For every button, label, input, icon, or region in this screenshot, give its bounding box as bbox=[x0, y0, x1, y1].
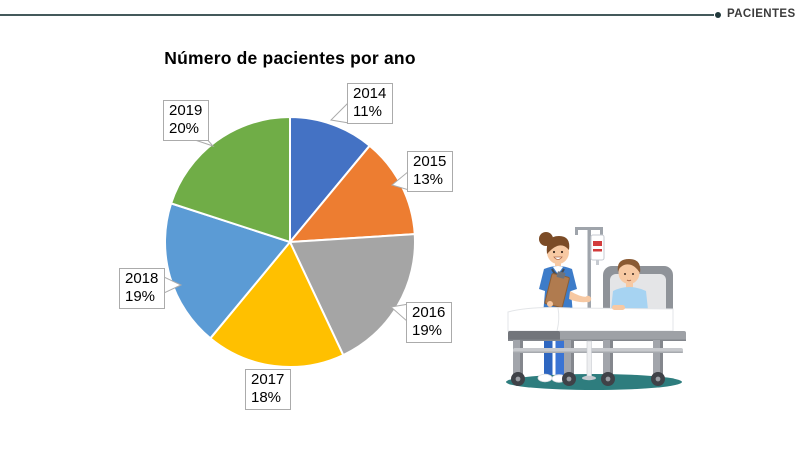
pie-slice-2014 bbox=[289, 116, 371, 243]
bullet-icon bbox=[715, 12, 721, 18]
callout-2016: 2016 19% bbox=[406, 302, 452, 343]
patient-shirt bbox=[611, 287, 648, 310]
callout-2017: 2017 18% bbox=[245, 369, 291, 410]
callout-percent: 19% bbox=[412, 322, 443, 339]
iv-pole bbox=[575, 227, 603, 379]
callout-2019: 2019 20% bbox=[163, 100, 209, 141]
callout-2014: 2014 11% bbox=[347, 83, 393, 124]
callout-pointers bbox=[163, 100, 410, 324]
bed-wheels bbox=[511, 372, 665, 386]
nurse-patient-illustration bbox=[506, 227, 686, 390]
iv-bag bbox=[590, 234, 605, 265]
callout-percent: 20% bbox=[169, 120, 200, 137]
chart-title: Número de pacientes por ano bbox=[164, 48, 416, 68]
callout-percent: 18% bbox=[251, 389, 282, 406]
callout-year: 2019 bbox=[169, 102, 203, 119]
nurse bbox=[537, 232, 592, 383]
callout-percent: 13% bbox=[413, 171, 444, 188]
header-label: PACIENTES bbox=[727, 8, 796, 20]
callout-year: 2014 bbox=[353, 85, 387, 102]
callout-year: 2017 bbox=[251, 371, 285, 388]
callout-year: 2018 bbox=[125, 270, 159, 287]
pie-slice-2018 bbox=[164, 202, 291, 340]
patient bbox=[611, 259, 648, 310]
pie-slice-2017 bbox=[209, 241, 345, 368]
callout-year: 2015 bbox=[413, 153, 447, 170]
header-divider-line bbox=[0, 14, 714, 16]
pie-slice-2019 bbox=[170, 116, 291, 243]
callout-percent: 19% bbox=[125, 288, 156, 305]
clipboard bbox=[544, 271, 570, 308]
blanket bbox=[507, 307, 674, 332]
callout-2018: 2018 19% bbox=[119, 268, 165, 309]
pie-slices-group bbox=[164, 116, 416, 368]
callout-year: 2016 bbox=[412, 304, 446, 321]
callout-percent: 11% bbox=[353, 103, 382, 120]
hospital-bed bbox=[507, 259, 686, 386]
callout-2015: 2015 13% bbox=[407, 151, 453, 192]
